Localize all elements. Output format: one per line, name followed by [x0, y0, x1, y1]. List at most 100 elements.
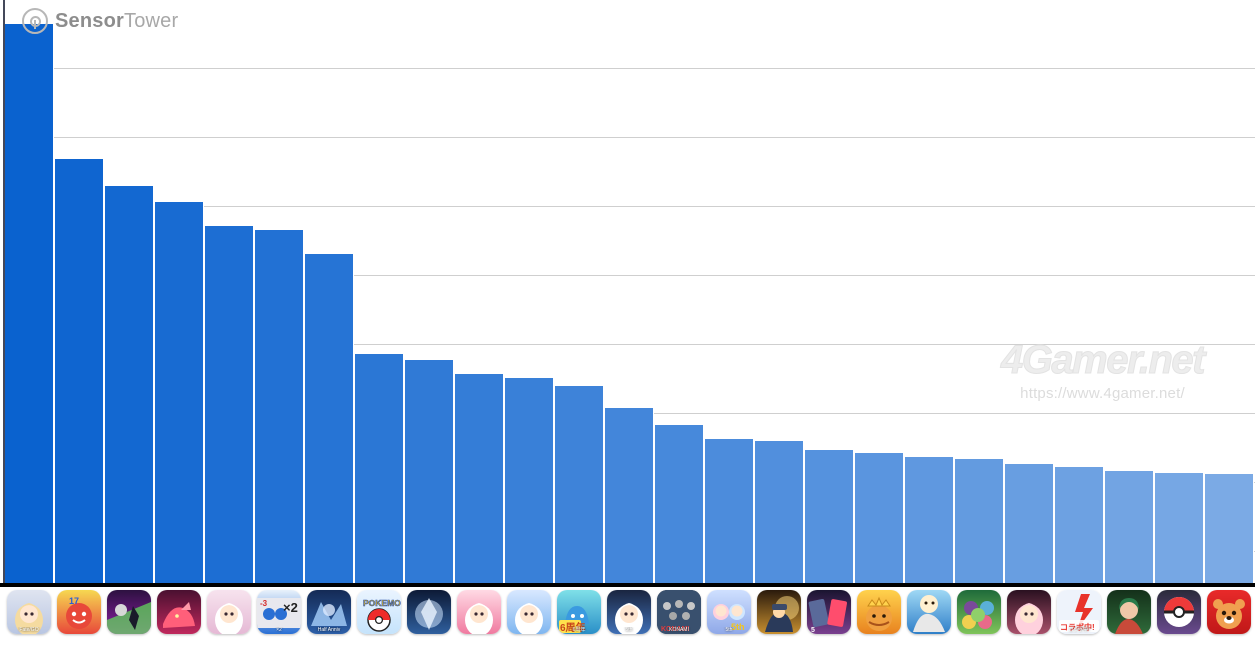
honkai-impact-icon[interactable]: 5th [607, 590, 651, 634]
monster-strike-icon[interactable]: 17 [57, 590, 101, 634]
app-icon-cell[interactable]: POKEMON [357, 590, 401, 634]
x-axis-line [0, 583, 1255, 587]
app-icon-cell[interactable]: Half Anniv [307, 590, 351, 634]
app-icon-cell[interactable] [207, 590, 251, 634]
app-icon-cell[interactable] [1207, 590, 1251, 634]
app-icon-label: 5th [625, 627, 633, 633]
bar [704, 439, 754, 584]
app-icon-label: ×2 [276, 627, 282, 633]
app-icon-cell[interactable] [407, 590, 451, 634]
app-icon-cell[interactable] [1157, 590, 1201, 634]
svg-text:POKEMON: POKEMON [363, 598, 401, 608]
one-piece-bounty-rush-icon[interactable] [907, 590, 951, 634]
jojo-pitter-patter-icon[interactable] [757, 590, 801, 634]
bar [454, 374, 504, 584]
chart-plot-area [0, 0, 1255, 587]
svg-text:KONAMI: KONAMI [661, 626, 689, 633]
app-icon-label: Half Anniv [317, 627, 341, 633]
bar [154, 202, 204, 584]
app-icon-cell[interactable] [1007, 590, 1051, 634]
svg-text:×2: ×2 [283, 600, 298, 615]
gardenscapes-icon[interactable] [1107, 590, 1151, 634]
pokemon-tcg-pocket-icon[interactable] [1157, 590, 1201, 634]
nikke-icon[interactable] [1007, 590, 1051, 634]
bar [304, 254, 354, 584]
bar [904, 457, 954, 584]
disney-tsum-tsum-icon[interactable] [957, 590, 1001, 634]
gridline [4, 206, 1255, 207]
app-icon-cell[interactable] [1107, 590, 1151, 634]
app-icon-label: KONAMI [669, 627, 689, 633]
fate-grand-order-icon[interactable]: Fate/GO [7, 590, 51, 634]
app-icon-cell[interactable]: 5th 5th [707, 590, 751, 634]
gridline [4, 344, 1255, 345]
pokemon-go-icon[interactable]: POKEMON [357, 590, 401, 634]
svg-text:-3: -3 [260, 599, 268, 608]
yugioh-duel-links-icon[interactable]: 5 [807, 590, 851, 634]
app-icon-cell[interactable]: コラボ中! コラボ中! [1057, 590, 1101, 634]
bar [254, 230, 304, 584]
toon-blast-icon[interactable] [1207, 590, 1251, 634]
app-icon-label: Fate/GO [19, 627, 39, 633]
app-icon-cell[interactable]: ×2 -3 ×2 [257, 590, 301, 634]
dragon-raja-icon[interactable] [407, 590, 451, 634]
bar [1054, 467, 1104, 584]
app-icon-label: 6周年 [572, 627, 586, 633]
svg-text:コラボ中!: コラボ中! [1060, 622, 1095, 632]
bar [854, 453, 904, 584]
app-icon-cell[interactable]: 17 [57, 590, 101, 634]
bar [1104, 471, 1154, 584]
bar [354, 354, 404, 584]
gridline [4, 68, 1255, 69]
bar [604, 408, 654, 584]
app-icon-cell[interactable] [457, 590, 501, 634]
bar [1004, 464, 1054, 584]
app-icon-cell[interactable] [757, 590, 801, 634]
app-icon-cell[interactable] [107, 590, 151, 634]
pro-yakyuu-spirits-icon[interactable]: KONAMI KONAMI [657, 590, 701, 634]
app-icon-cell[interactable] [857, 590, 901, 634]
app-icon-cell[interactable]: KONAMI KONAMI [657, 590, 701, 634]
bar [204, 226, 254, 584]
gridline [4, 275, 1255, 276]
app-icon-label: 5th [725, 627, 733, 633]
app-icon-cell[interactable]: 6周年 6周年 [557, 590, 601, 634]
puzzle-dragons-icon[interactable] [157, 590, 201, 634]
gridline [4, 137, 1255, 138]
bar [1204, 474, 1254, 584]
svg-text:6周年: 6周年 [560, 621, 586, 634]
app-icon-cell[interactable]: 5 [807, 590, 851, 634]
bar [804, 450, 854, 584]
bar [954, 459, 1004, 584]
bar [4, 24, 54, 584]
kaiju-collection-icon[interactable] [857, 590, 901, 634]
dragon-quest-walk-icon[interactable]: 6周年 6周年 [557, 590, 601, 634]
uma-musume-icon[interactable] [507, 590, 551, 634]
collab-event-icon[interactable]: コラボ中! コラボ中! [1057, 590, 1101, 634]
granblue-fantasy-icon[interactable]: Half Anniv [307, 590, 351, 634]
bar [754, 441, 804, 584]
svg-text:5: 5 [811, 627, 815, 634]
princess-connect-icon[interactable] [207, 590, 251, 634]
app-icon-cell[interactable]: Fate/GO [7, 590, 51, 634]
y-axis-line [3, 0, 5, 587]
konosuba-icon[interactable]: ×2 -3 ×2 [257, 590, 301, 634]
svg-text:17: 17 [69, 596, 79, 606]
app-icon-cell[interactable] [957, 590, 1001, 634]
app-icon-cell[interactable] [507, 590, 551, 634]
app-icon-cell[interactable] [157, 590, 201, 634]
app-icon-cell[interactable]: 5th [607, 590, 651, 634]
bar [104, 186, 154, 584]
bar [554, 386, 604, 584]
efootball-icon[interactable] [107, 590, 151, 634]
bar-series [4, 24, 1254, 584]
project-sekai-icon[interactable]: 5th 5th [707, 590, 751, 634]
sakura-kakumei-icon[interactable] [457, 590, 501, 634]
bar [1154, 473, 1204, 584]
bar [504, 378, 554, 584]
app-icon-label: コラボ中! [1068, 627, 1090, 633]
svg-text:5th: 5th [731, 622, 745, 632]
app-icon-cell[interactable] [907, 590, 951, 634]
bar [404, 360, 454, 584]
